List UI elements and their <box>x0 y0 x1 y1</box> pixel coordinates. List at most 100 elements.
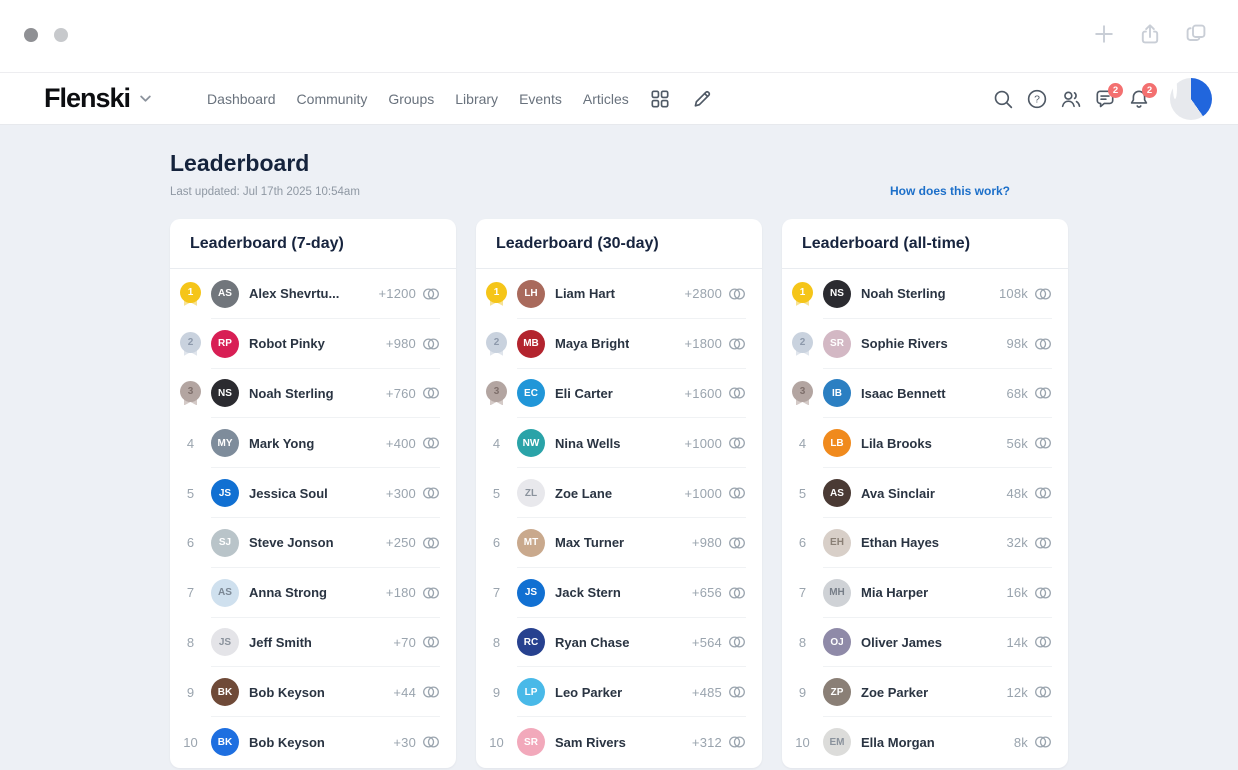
copy-icon[interactable] <box>1184 22 1208 51</box>
last-updated: Last updated: Jul 17th 2025 10:54am <box>170 186 360 198</box>
rank-cell: 10 <box>476 735 517 750</box>
member-name: Zoe Parker <box>861 684 929 700</box>
grid-icon[interactable] <box>649 88 671 110</box>
rank-number: 4 <box>186 435 195 451</box>
member-name: Bob Keyson <box>249 734 325 750</box>
leaderboard-row[interactable]: 6 EH Ethan Hayes 32k <box>782 518 1068 568</box>
nav-item-articles[interactable]: Articles <box>582 90 629 107</box>
leaderboard-row[interactable]: 4 LB Lila Brooks 56k <box>782 418 1068 468</box>
rank-cell: 4 <box>476 436 517 451</box>
rank-cell: 1 <box>782 281 823 306</box>
leaderboard-row[interactable]: 8 JS Jeff Smith +70 <box>170 618 456 668</box>
leaderboard-row[interactable]: 9 ZP Zoe Parker 12k <box>782 667 1068 717</box>
chevron-down-icon[interactable] <box>140 95 151 103</box>
leaderboard-row[interactable]: 3 NS Noah Sterling +760 <box>170 369 456 419</box>
points-value: 56k <box>1006 435 1028 451</box>
window-control-dot[interactable] <box>54 28 68 42</box>
leaderboard-row[interactable]: 8 RC Ryan Chase +564 <box>476 618 762 668</box>
rank-number: 8 <box>492 634 501 650</box>
leaderboard-row[interactable]: 10 EM Ella Morgan 8k <box>782 717 1068 767</box>
leaderboard-row[interactable]: 2 SR Sophie Rivers 98k <box>782 319 1068 369</box>
leaderboard-row[interactable]: 1 LH Liam Hart +2800 <box>476 269 762 319</box>
how-does-this-work-link[interactable]: How does this work? <box>890 184 1011 198</box>
member-avatar: SJ <box>211 528 239 557</box>
nav-item-groups[interactable]: Groups <box>388 90 435 107</box>
leaderboard-row[interactable]: 3 IB Isaac Bennett 68k <box>782 369 1068 419</box>
leaderboard-row[interactable]: 9 BK Bob Keyson +44 <box>170 667 456 717</box>
coins-icon <box>422 536 440 550</box>
member-avatar: LB <box>823 429 851 458</box>
member-name: Oliver James <box>861 634 942 650</box>
member-name: Steve Jonson <box>249 535 334 551</box>
leaderboard-row[interactable]: 2 MB Maya Bright +1800 <box>476 319 762 369</box>
window-controls <box>24 28 68 42</box>
search-icon[interactable] <box>992 88 1014 110</box>
leaderboard-row[interactable]: 4 MY Mark Yong +400 <box>170 418 456 468</box>
leaderboard-row[interactable]: 6 SJ Steve Jonson +250 <box>170 518 456 568</box>
leaderboard-row[interactable]: 5 JS Jessica Soul +300 <box>170 468 456 518</box>
coins-icon <box>422 287 440 301</box>
leaderboard-row[interactable]: 5 AS Ava Sinclair 48k <box>782 468 1068 518</box>
bell-icon[interactable]: 2 <box>1128 82 1157 110</box>
main-content: Leaderboard Last updated: Jul 17th 2025 … <box>0 125 1238 770</box>
member-avatar: JS <box>517 578 545 607</box>
rank-number: 5 <box>798 485 807 501</box>
bell-badge: 2 <box>1142 82 1157 98</box>
member-avatar: ZP <box>823 678 851 707</box>
nav-item-library[interactable]: Library <box>455 90 499 107</box>
member-name: Sam Rivers <box>555 734 626 750</box>
points-value: 8k <box>1013 734 1028 750</box>
rank-number: 8 <box>798 634 807 650</box>
coins-icon <box>422 386 440 400</box>
leaderboard-card: Leaderboard (30-day) 1 LH Liam Hart +280… <box>476 219 762 768</box>
nav-item-events[interactable]: Events <box>519 90 562 107</box>
member-name: Noah Sterling <box>861 286 946 302</box>
user-avatar[interactable] <box>1170 77 1212 120</box>
rank-cell: 3 <box>170 381 211 406</box>
member-avatar: SR <box>517 728 545 757</box>
people-icon[interactable] <box>1060 88 1082 110</box>
rank-number: 9 <box>492 684 501 700</box>
leaderboard-row[interactable]: 1 NS Noah Sterling 108k <box>782 269 1068 319</box>
leaderboard-row[interactable]: 7 JS Jack Stern +656 <box>476 568 762 618</box>
leaderboard-row[interactable]: 2 RP Robot Pinky +980 <box>170 319 456 369</box>
leaderboard-row[interactable]: 7 MH Mia Harper 16k <box>782 568 1068 618</box>
nav-item-community[interactable]: Community <box>296 90 368 107</box>
rank-cell: 1 <box>170 281 211 306</box>
window-control-dot[interactable] <box>24 28 38 42</box>
member-name: Isaac Bennett <box>861 385 946 401</box>
pencil-icon[interactable] <box>691 88 713 110</box>
coins-icon <box>422 436 440 450</box>
rank-number: 7 <box>492 585 501 601</box>
help-icon[interactable]: ? <box>1026 88 1048 110</box>
member-avatar: MT <box>517 528 545 557</box>
rank-cell: 6 <box>782 535 823 550</box>
leaderboard-row[interactable]: 10 BK Bob Keyson +30 <box>170 717 456 767</box>
rank-cell: 6 <box>476 535 517 550</box>
leaderboard-row[interactable]: 7 AS Anna Strong +180 <box>170 568 456 618</box>
member-avatar: MY <box>211 429 239 458</box>
leaderboard-row[interactable]: 5 ZL Zoe Lane +1000 <box>476 468 762 518</box>
leaderboard-row[interactable]: 9 LP Leo Parker +485 <box>476 667 762 717</box>
leaderboard-row[interactable]: 6 MT Max Turner +980 <box>476 518 762 568</box>
rank-cell: 10 <box>170 735 211 750</box>
leaderboard-row[interactable]: 3 EC Eli Carter +1600 <box>476 369 762 419</box>
rank-cell: 5 <box>170 486 211 501</box>
rank-number: 5 <box>492 485 501 501</box>
leaderboard-row[interactable]: 10 SR Sam Rivers +312 <box>476 717 762 767</box>
nav-item-dashboard[interactable]: Dashboard <box>207 90 276 107</box>
leaderboard-row[interactable]: 1 AS Alex Shevrtu... +1200 <box>170 269 456 319</box>
chat-icon[interactable]: 2 <box>1094 82 1123 110</box>
rank-number: 5 <box>186 485 195 501</box>
upload-icon[interactable] <box>1138 22 1162 51</box>
plus-icon[interactable] <box>1092 22 1116 51</box>
member-avatar: BK <box>211 678 239 707</box>
member-name: Zoe Lane <box>555 485 613 501</box>
points-value: +44 <box>393 684 416 700</box>
leaderboard-row[interactable]: 8 OJ Oliver James 14k <box>782 618 1068 668</box>
points-value: 98k <box>1006 336 1028 352</box>
rank-number: 8 <box>186 634 195 650</box>
rank-medal: 3 <box>486 381 507 406</box>
points-value: 16k <box>1006 585 1028 601</box>
leaderboard-row[interactable]: 4 NW Nina Wells +1000 <box>476 418 762 468</box>
